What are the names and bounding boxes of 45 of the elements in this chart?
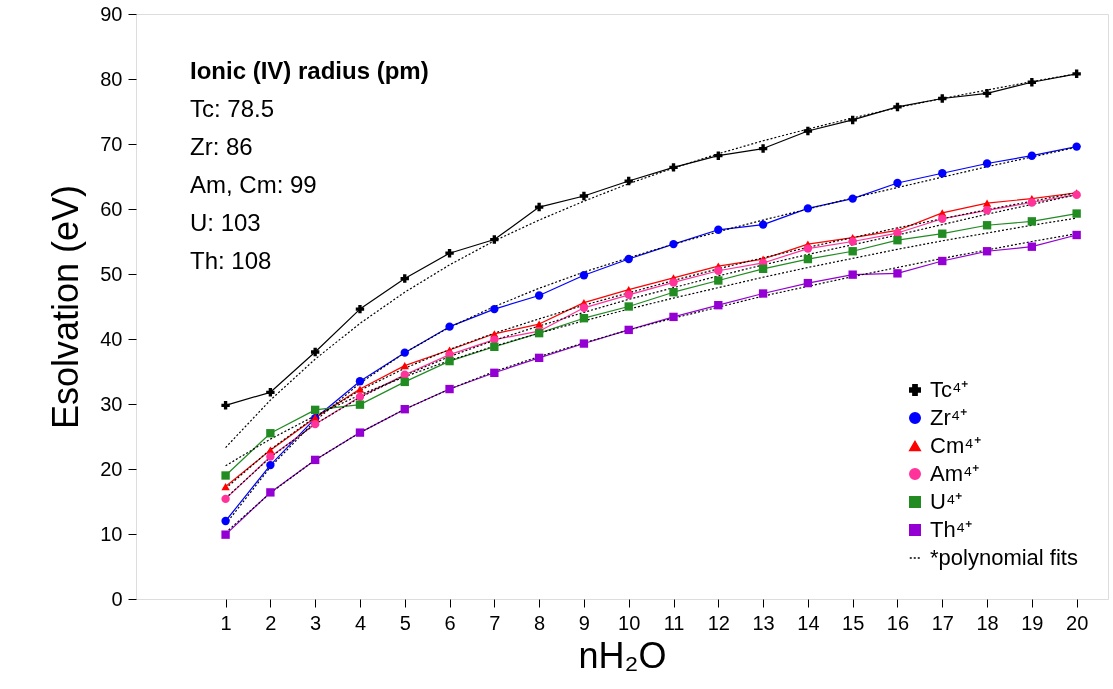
x-tick-label: 19	[1021, 611, 1044, 634]
annotation: Th: 108	[190, 247, 272, 274]
y-axis-title: Esolvation (eV)	[45, 184, 87, 430]
x-tick-label: 14	[797, 611, 820, 634]
x-tick-label: 15	[842, 611, 865, 634]
x-tick-label: 9	[578, 611, 590, 634]
annotation: Ionic (IV) radius (pm)	[190, 57, 429, 84]
x-tick-label: 1	[220, 611, 232, 634]
x-tick-label: 16	[886, 611, 910, 634]
y-tick-label: 50	[100, 262, 123, 285]
annotation: Zr: 86	[190, 133, 253, 160]
x-tick-label: 5	[399, 611, 411, 634]
y-tick-label: 30	[100, 392, 123, 415]
x-tick-label: 3	[310, 611, 322, 634]
legend-label: U⁴⁺	[930, 489, 963, 514]
y-tick-label: 20	[100, 457, 123, 480]
legend-label: Am⁴⁺	[930, 461, 980, 486]
x-tick-label: 6	[444, 611, 456, 634]
x-tick-label: 20	[1066, 611, 1089, 634]
x-axis-title: nH₂O	[578, 634, 667, 676]
x-tick-label: 13	[752, 611, 775, 634]
y-tick-label: 10	[100, 522, 123, 545]
legend-label: Zr⁴⁺	[930, 405, 968, 430]
x-tick-label: 7	[489, 611, 501, 634]
annotation: Tc: 78.5	[190, 95, 275, 122]
annotation: U: 103	[190, 209, 261, 236]
x-tick-label: 2	[265, 611, 277, 634]
y-tick-label: 40	[100, 327, 123, 350]
annotation: Am, Cm: 99	[190, 171, 317, 198]
y-tick-label: 60	[100, 197, 123, 220]
x-tick-label: 12	[707, 611, 730, 634]
x-tick-label: 18	[976, 611, 999, 634]
x-tick-label: 4	[354, 611, 367, 634]
legend-label: Tc⁴⁺	[930, 377, 969, 402]
legend-label: Th⁴⁺	[930, 517, 973, 542]
x-tick-label: 17	[931, 611, 954, 634]
y-tick-label: 80	[100, 67, 123, 90]
y-tick-label: 70	[100, 132, 123, 155]
x-tick-label: 10	[618, 611, 641, 634]
y-tick-label: 0	[111, 587, 123, 610]
legend-label: Cm⁴⁺	[930, 433, 981, 458]
x-tick-label: 8	[534, 611, 546, 634]
y-tick-label: 90	[100, 2, 123, 25]
x-tick-label: 11	[663, 611, 685, 634]
legend-label: *polynomial fits	[930, 545, 1078, 570]
